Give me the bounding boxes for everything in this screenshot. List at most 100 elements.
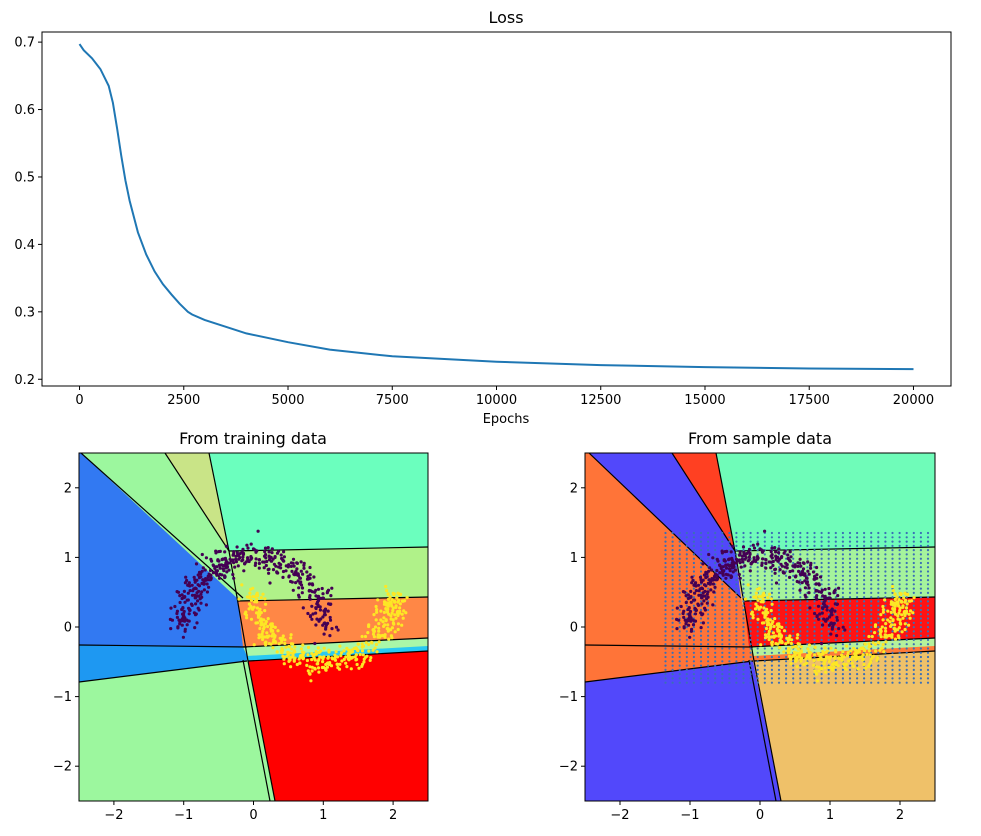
sample-grid-point bbox=[856, 549, 859, 552]
class-0-point bbox=[743, 557, 747, 561]
sample-grid-point bbox=[735, 613, 738, 616]
sample-grid-point bbox=[777, 574, 781, 577]
class-0-point bbox=[181, 606, 185, 610]
sample-grid-point bbox=[926, 604, 930, 607]
sample-grid-point bbox=[692, 531, 696, 535]
sample-grid-point bbox=[884, 531, 887, 535]
class-1-point bbox=[891, 618, 895, 622]
class-0-point bbox=[231, 572, 235, 577]
sample-grid-point bbox=[884, 549, 887, 552]
sample-grid-point bbox=[841, 673, 845, 676]
sample-grid-point bbox=[664, 630, 667, 633]
class-1-point bbox=[316, 659, 320, 663]
class-1-point bbox=[759, 600, 763, 604]
sample-grid-point bbox=[919, 583, 923, 586]
class-1-point bbox=[262, 623, 266, 627]
class-1-point bbox=[266, 624, 270, 629]
class-1-point bbox=[766, 596, 770, 600]
class-0-point bbox=[715, 578, 719, 582]
sample-grid-point bbox=[863, 613, 866, 616]
sample-grid-point bbox=[728, 621, 731, 624]
sample-grid-point bbox=[756, 651, 759, 654]
sample-grid-point bbox=[770, 583, 774, 586]
sample-grid-point bbox=[742, 664, 745, 667]
class-1-point bbox=[266, 617, 270, 621]
sample-grid-point bbox=[792, 549, 795, 552]
sample-grid-point bbox=[777, 668, 781, 672]
sample-grid-point bbox=[664, 621, 667, 624]
class-1-point bbox=[883, 598, 887, 602]
sample-grid-point bbox=[664, 549, 667, 552]
sample-grid-point bbox=[891, 536, 894, 539]
sample-grid-point bbox=[856, 630, 859, 633]
sample-grid-point bbox=[799, 634, 802, 637]
class-0-point bbox=[798, 557, 802, 561]
sample-grid-point bbox=[777, 673, 781, 676]
sample-grid-point bbox=[841, 621, 845, 624]
sample-grid-point bbox=[891, 681, 894, 684]
class-1-point bbox=[900, 613, 904, 617]
class-1-point bbox=[863, 649, 867, 653]
sample-grid-point bbox=[678, 651, 681, 654]
class-1-point bbox=[283, 655, 287, 659]
class-0-point bbox=[308, 614, 313, 618]
class-0-point bbox=[183, 581, 187, 585]
sample-grid-point bbox=[863, 681, 866, 684]
sample-grid-point bbox=[813, 677, 816, 680]
sample-grid-point bbox=[671, 673, 674, 676]
class-0-point bbox=[296, 572, 300, 576]
class-0-point bbox=[218, 566, 222, 570]
sample-grid-point bbox=[671, 677, 674, 680]
class-1-point bbox=[754, 595, 758, 599]
class-1-point bbox=[804, 657, 808, 661]
class-0-point bbox=[828, 596, 832, 600]
class-1-point bbox=[324, 662, 328, 667]
class-0-point bbox=[334, 625, 339, 629]
sample-grid-point bbox=[749, 634, 752, 637]
sample-grid-point bbox=[678, 531, 681, 535]
class-1-point bbox=[262, 618, 266, 622]
class-1-point bbox=[267, 642, 271, 646]
class-0-point bbox=[193, 613, 198, 617]
class-0-point bbox=[187, 581, 191, 585]
sample-grid-point bbox=[792, 540, 795, 543]
class-0-point bbox=[284, 569, 288, 573]
sample-grid-point bbox=[763, 587, 766, 590]
sample-grid-point bbox=[742, 608, 745, 612]
class-0-point bbox=[703, 608, 708, 612]
class-0-point bbox=[829, 632, 833, 636]
sample-grid-point bbox=[671, 630, 674, 633]
sample-grid-point bbox=[721, 626, 724, 629]
sample-grid-point bbox=[841, 549, 845, 552]
sample-grid-point bbox=[692, 626, 696, 629]
sample-grid-point bbox=[926, 561, 930, 565]
class-1-point bbox=[308, 665, 312, 669]
class-1-point bbox=[792, 650, 797, 654]
class-1-point bbox=[820, 652, 825, 656]
sample-grid-point bbox=[926, 660, 930, 663]
sample-grid-point bbox=[707, 664, 710, 667]
sample-grid-point bbox=[856, 557, 859, 560]
sample-grid-point bbox=[834, 668, 837, 672]
class-0-point bbox=[713, 585, 717, 589]
class-0-point bbox=[264, 556, 268, 560]
sample-grid-point bbox=[671, 681, 674, 684]
class-1-point bbox=[398, 606, 402, 610]
sample-grid-point bbox=[692, 566, 696, 569]
class-1-point bbox=[815, 672, 819, 676]
class-0-point bbox=[314, 623, 318, 627]
sample-grid-point bbox=[856, 643, 859, 646]
sample-grid-point bbox=[856, 544, 859, 548]
sample-grid-point bbox=[820, 621, 823, 624]
sample-grid-point bbox=[749, 608, 752, 612]
sample-grid-point bbox=[870, 579, 873, 582]
sample-grid-point bbox=[770, 544, 774, 548]
sample-grid-point bbox=[863, 621, 866, 624]
sample-grid-point bbox=[848, 579, 852, 582]
sample-grid-point bbox=[799, 583, 802, 586]
class-0-point bbox=[289, 561, 293, 565]
sample-grid-point bbox=[884, 668, 887, 672]
class-1-point bbox=[401, 599, 405, 603]
class-0-point bbox=[238, 552, 242, 556]
